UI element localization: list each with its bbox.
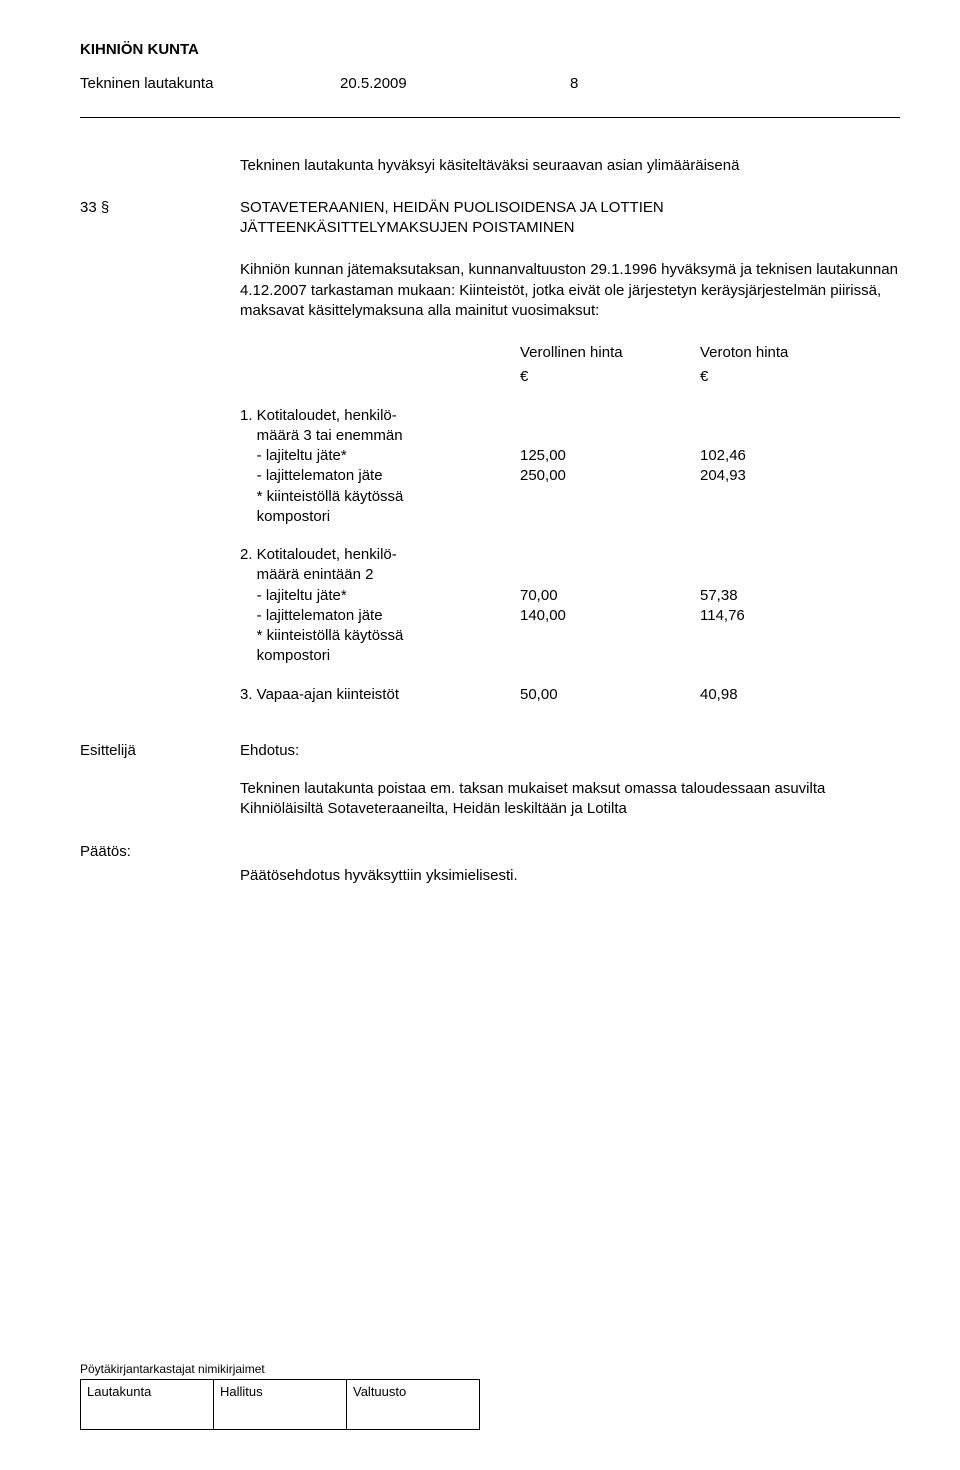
section-heading-row: 33 § SOTAVETERAANIEN, HEIDÄN PUOLISOIDEN… (80, 198, 900, 239)
pt-g2-r2-v1: 140,00 (520, 606, 700, 626)
pt-final-row: 3. Vapaa-ajan kiinteistöt 50,00 40,98 (240, 685, 900, 705)
footer-table: Lautakunta Hallitus Valtuusto (80, 1379, 480, 1430)
pt-g2-r2-label: - lajittelematon jäte (240, 606, 520, 626)
pt-g1-r1-label: - lajiteltu jäte* (240, 446, 520, 466)
proposal-text: Tekninen lautakunta poistaa em. taksan m… (240, 779, 900, 820)
pt-g1-row1: - lajiteltu jäte* 125,00 102,46 (240, 446, 900, 466)
pt-final-label: 3. Vapaa-ajan kiinteistöt (240, 685, 520, 705)
intro-text: Tekninen lautakunta hyväksyi käsiteltävä… (240, 156, 900, 176)
pt-g1-title2: määrä 3 tai enemmän (240, 426, 900, 446)
pt-g2-r2-v2: 114,76 (700, 606, 880, 626)
pt-header-empty (240, 343, 520, 363)
presenter-label: Esittelijä (80, 741, 240, 761)
pt-g2-r1-label: - lajiteltu jäte* (240, 586, 520, 606)
paragraph-1: Kihniön kunnan jätemaksutaksan, kunnanva… (240, 260, 900, 321)
presenter-row: Esittelijä Ehdotus: (80, 741, 900, 761)
pt-euro-col2: € (520, 367, 700, 387)
org-name: KIHNIÖN KUNTA (80, 40, 900, 60)
section-title: SOTAVETERAANIEN, HEIDÄN PUOLISOIDENSA JA… (240, 198, 664, 239)
section-title-line2: JÄTTEENKÄSITTELYMAKSUJEN POISTAMINEN (240, 218, 664, 238)
decision-text: Päätösehdotus hyväksyttiin yksimielisest… (240, 866, 900, 886)
page-number: 8 (570, 74, 578, 94)
pt-g1-note2: kompostori (240, 507, 900, 527)
pt-g2-row2: - lajittelematon jäte 140,00 114,76 (240, 606, 900, 626)
pt-header-col2: Verollinen hinta (520, 343, 700, 363)
price-table-header: Verollinen hinta Veroton hinta (240, 343, 900, 363)
pt-final-v1: 50,00 (520, 685, 700, 705)
footer-box: Pöytäkirjantarkastajat nimikirjaimet Lau… (80, 1361, 480, 1430)
pt-g2-row1: - lajiteltu jäte* 70,00 57,38 (240, 586, 900, 606)
pt-g1-note1: * kiinteistöllä käytössä (240, 487, 900, 507)
pt-g1-r2-v2: 204,93 (700, 466, 880, 486)
pt-g1-r1-v2: 102,46 (700, 446, 880, 466)
footer-col-2: Hallitus (214, 1380, 347, 1430)
board-name: Tekninen lautakunta (80, 74, 340, 94)
pt-g1-row2: - lajittelematon jäte 250,00 204,93 (240, 466, 900, 486)
pt-g1-r1-v1: 125,00 (520, 446, 700, 466)
pt-g1-r2-label: - lajittelematon jäte (240, 466, 520, 486)
decision-label: Päätös: (80, 842, 240, 862)
pt-g2-title2: määrä enintään 2 (240, 565, 900, 585)
pt-g1-r2-v1: 250,00 (520, 466, 700, 486)
footer-heading: Pöytäkirjantarkastajat nimikirjaimet (80, 1361, 480, 1377)
decision-row: Päätös: (80, 842, 900, 862)
section-number: 33 § (80, 198, 240, 239)
header-row: Tekninen lautakunta 20.5.2009 8 (80, 74, 900, 94)
pt-header-col3: Veroton hinta (700, 343, 880, 363)
footer-col-1: Lautakunta (81, 1380, 214, 1430)
pt-g2-r1-v1: 70,00 (520, 586, 700, 606)
pt-euro-empty (240, 367, 520, 387)
price-table-euro-row: € € (240, 367, 900, 387)
pt-g2-note1: * kiinteistöllä käytössä (240, 626, 900, 646)
pt-g2-note2: kompostori (240, 646, 900, 666)
pt-g2-title1: 2. Kotitaloudet, henkilö- (240, 545, 900, 565)
pt-euro-col3: € (700, 367, 880, 387)
pt-g1-title1: 1. Kotitaloudet, henkilö- (240, 406, 900, 426)
section-title-line1: SOTAVETERAANIEN, HEIDÄN PUOLISOIDENSA JA… (240, 198, 664, 218)
price-table: Verollinen hinta Veroton hinta € € 1. Ko… (240, 343, 900, 705)
footer-col-3: Valtuusto (347, 1380, 480, 1430)
header-date: 20.5.2009 (340, 74, 570, 94)
proposal-label: Ehdotus: (240, 741, 299, 761)
pt-final-v2: 40,98 (700, 685, 880, 705)
pt-g2-r1-v2: 57,38 (700, 586, 880, 606)
divider (80, 117, 900, 118)
